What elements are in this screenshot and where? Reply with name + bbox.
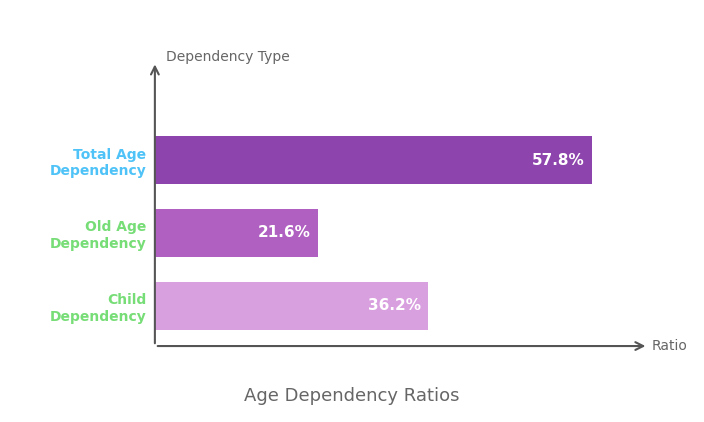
- Bar: [155, 136, 591, 184]
- Text: 57.8%: 57.8%: [532, 152, 584, 168]
- Text: Age Dependency Ratios: Age Dependency Ratios: [244, 387, 460, 405]
- Text: Ratio: Ratio: [652, 339, 688, 353]
- Bar: [155, 282, 429, 330]
- Bar: [155, 209, 318, 257]
- Text: 21.6%: 21.6%: [258, 225, 310, 241]
- Text: 36.2%: 36.2%: [368, 298, 421, 314]
- Text: Dependency Type: Dependency Type: [166, 50, 290, 64]
